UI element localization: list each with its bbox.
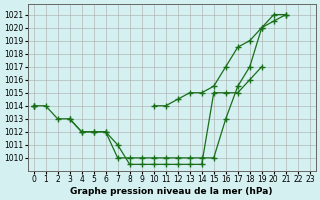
X-axis label: Graphe pression niveau de la mer (hPa): Graphe pression niveau de la mer (hPa) xyxy=(70,187,273,196)
